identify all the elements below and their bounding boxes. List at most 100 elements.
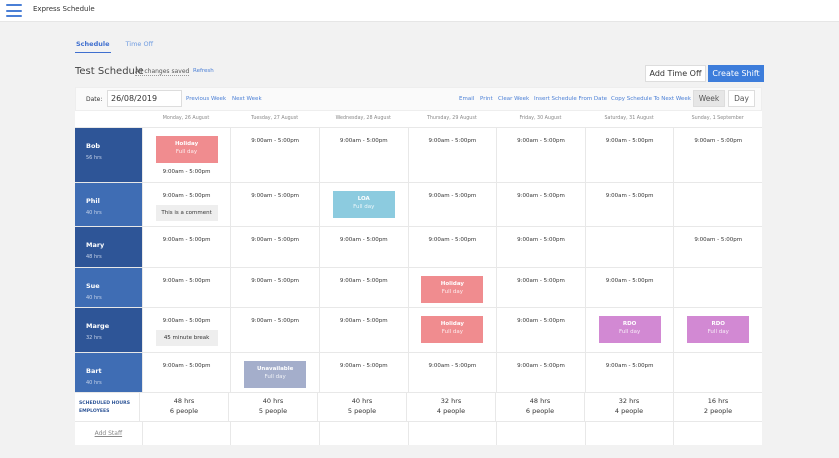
print-link[interactable]: Print: [480, 96, 493, 102]
day-cell[interactable]: 9:00am - 5:00pm: [496, 353, 585, 392]
day-cell[interactable]: 9:00am - 5:00pm: [141, 268, 231, 307]
shift[interactable]: 9:00am - 5:00pm: [694, 138, 743, 144]
create-shift-button[interactable]: Create Shift: [708, 65, 764, 82]
rdo-block[interactable]: RDO Full day: [598, 316, 661, 343]
hamburger-menu-icon[interactable]: [6, 4, 22, 17]
staff-name-cell[interactable]: Marge 32 hrs: [75, 308, 142, 352]
shift[interactable]: 9:00am - 5:00pm: [605, 363, 654, 369]
day-cell[interactable]: 9:00am - 5:00pm: [230, 183, 319, 226]
day-cell[interactable]: 9:00am - 5:00pm 45 minute break: [141, 308, 231, 352]
day-cell[interactable]: 9:00am - 5:00pm: [230, 128, 319, 182]
holiday-block[interactable]: Holiday Full day: [155, 136, 218, 163]
shift[interactable]: 9:00am - 5:00pm: [694, 237, 743, 243]
day-cell[interactable]: [673, 183, 762, 226]
shift[interactable]: 9:00am - 5:00pm: [162, 318, 211, 324]
day-cell[interactable]: 9:00am - 5:00pm: [496, 183, 585, 226]
shift[interactable]: 9:00am - 5:00pm: [428, 237, 477, 243]
day-cell[interactable]: 9:00am - 5:00pm: [318, 308, 408, 352]
day-cell[interactable]: 9:00am - 5:00pm: [584, 268, 674, 307]
day-cell[interactable]: [673, 353, 762, 392]
day-cell[interactable]: 9:00am - 5:00pm: [318, 128, 408, 182]
staff-name-cell[interactable]: Phil 40 hrs: [75, 183, 142, 226]
shift[interactable]: 9:00am - 5:00pm: [605, 278, 654, 284]
shift-comment[interactable]: 45 minute break: [155, 330, 218, 346]
shift[interactable]: 9:00am - 5:00pm: [605, 193, 654, 199]
tab-time-off[interactable]: Time Off: [125, 40, 154, 48]
shift[interactable]: 9:00am - 5:00pm: [162, 237, 211, 243]
day-cell[interactable]: 9:00am - 5:00pm: [407, 183, 497, 226]
staff-name-cell[interactable]: Mary 48 hrs: [75, 227, 142, 267]
staff-name-cell[interactable]: Sue 40 hrs: [75, 268, 142, 307]
staff-name-cell[interactable]: Bob 56 hrs: [75, 128, 142, 182]
copy-schedule-link[interactable]: Copy Schedule To Next Week: [611, 96, 691, 102]
shift[interactable]: 9:00am - 5:00pm: [339, 138, 388, 144]
holiday-block[interactable]: Holiday Full day: [421, 276, 484, 303]
email-link[interactable]: Email: [459, 96, 475, 102]
shift[interactable]: 9:00am - 5:00pm: [251, 278, 300, 284]
shift[interactable]: 9:00am - 5:00pm: [517, 138, 565, 144]
rdo-block[interactable]: RDO Full day: [687, 316, 750, 343]
day-cell[interactable]: Holiday Full day: [407, 268, 497, 307]
shift[interactable]: 9:00am - 5:00pm: [251, 237, 300, 243]
day-cell[interactable]: 9:00am - 5:00pm: [584, 128, 674, 182]
holiday-block[interactable]: Holiday Full day: [421, 316, 484, 343]
shift[interactable]: 9:00am - 5:00pm: [428, 138, 477, 144]
day-cell[interactable]: Unavailable Full day: [230, 353, 319, 392]
date-input[interactable]: [107, 90, 182, 107]
add-staff-link[interactable]: Add Staff: [94, 430, 123, 437]
day-cell[interactable]: 9:00am - 5:00pm: [141, 353, 231, 392]
day-cell[interactable]: RDO Full day: [673, 308, 762, 352]
shift[interactable]: 9:00am - 5:00pm: [339, 237, 388, 243]
refresh-link[interactable]: Refresh: [193, 68, 214, 74]
previous-week-link[interactable]: Previous Week: [186, 96, 227, 102]
tab-schedule[interactable]: Schedule: [75, 40, 111, 53]
shift[interactable]: 9:00am - 5:00pm: [517, 318, 565, 324]
day-cell[interactable]: 9:00am - 5:00pm: [407, 353, 497, 392]
shift[interactable]: 9:00am - 5:00pm: [162, 278, 211, 284]
shift[interactable]: 9:00am - 5:00pm: [428, 363, 477, 369]
day-cell[interactable]: RDO Full day: [584, 308, 674, 352]
day-cell[interactable]: 9:00am - 5:00pm This is a comment: [141, 183, 231, 226]
shift[interactable]: 9:00am - 5:00pm: [605, 138, 654, 144]
shift[interactable]: 9:00am - 5:00pm: [517, 193, 565, 199]
day-cell[interactable]: LOA Full day: [318, 183, 408, 226]
day-cell[interactable]: [584, 227, 674, 267]
add-time-off-button[interactable]: Add Time Off: [645, 65, 706, 82]
day-cell[interactable]: 9:00am - 5:00pm: [318, 353, 408, 392]
shift[interactable]: 9:00am - 5:00pm: [162, 193, 211, 199]
day-cell[interactable]: 9:00am - 5:00pm: [673, 128, 762, 182]
shift[interactable]: 9:00am - 5:00pm: [251, 318, 300, 324]
shift[interactable]: 9:00am - 5:00pm: [339, 278, 388, 284]
day-cell[interactable]: 9:00am - 5:00pm: [673, 227, 762, 267]
shift[interactable]: 9:00am - 5:00pm: [251, 138, 300, 144]
day-cell[interactable]: 9:00am - 5:00pm: [584, 183, 674, 226]
day-cell[interactable]: 9:00am - 5:00pm: [496, 227, 585, 267]
shift-comment[interactable]: This is a comment: [155, 205, 218, 221]
day-view-button[interactable]: Day: [728, 90, 755, 107]
day-cell[interactable]: 9:00am - 5:00pm: [141, 227, 231, 267]
staff-name-cell[interactable]: Bart 40 hrs: [75, 353, 142, 392]
day-cell[interactable]: [673, 268, 762, 307]
shift[interactable]: 9:00am - 5:00pm: [517, 278, 565, 284]
insert-schedule-link[interactable]: Insert Schedule From Date: [534, 96, 608, 102]
shift[interactable]: 9:00am - 5:00pm: [339, 318, 388, 324]
shift[interactable]: 9:00am - 5:00pm: [162, 169, 211, 175]
loa-block[interactable]: LOA Full day: [332, 191, 395, 218]
shift[interactable]: 9:00am - 5:00pm: [251, 193, 300, 199]
shift[interactable]: 9:00am - 5:00pm: [162, 363, 211, 369]
day-cell[interactable]: 9:00am - 5:00pm: [407, 227, 497, 267]
day-cell[interactable]: 9:00am - 5:00pm: [318, 268, 408, 307]
day-cell[interactable]: 9:00am - 5:00pm: [230, 308, 319, 352]
day-cell[interactable]: 9:00am - 5:00pm: [496, 268, 585, 307]
shift[interactable]: 9:00am - 5:00pm: [428, 193, 477, 199]
day-cell[interactable]: 9:00am - 5:00pm: [496, 128, 585, 182]
week-view-button[interactable]: Week: [693, 90, 725, 107]
unavailable-block[interactable]: Unavailable Full day: [244, 361, 307, 388]
next-week-link[interactable]: Next Week: [232, 96, 262, 102]
day-cell[interactable]: 9:00am - 5:00pm: [230, 268, 319, 307]
day-cell[interactable]: 9:00am - 5:00pm: [584, 353, 674, 392]
day-cell[interactable]: 9:00am - 5:00pm: [230, 227, 319, 267]
shift[interactable]: 9:00am - 5:00pm: [339, 363, 388, 369]
day-cell[interactable]: Holiday Full day 9:00am - 5:00pm: [141, 128, 231, 182]
shift[interactable]: 9:00am - 5:00pm: [517, 363, 565, 369]
